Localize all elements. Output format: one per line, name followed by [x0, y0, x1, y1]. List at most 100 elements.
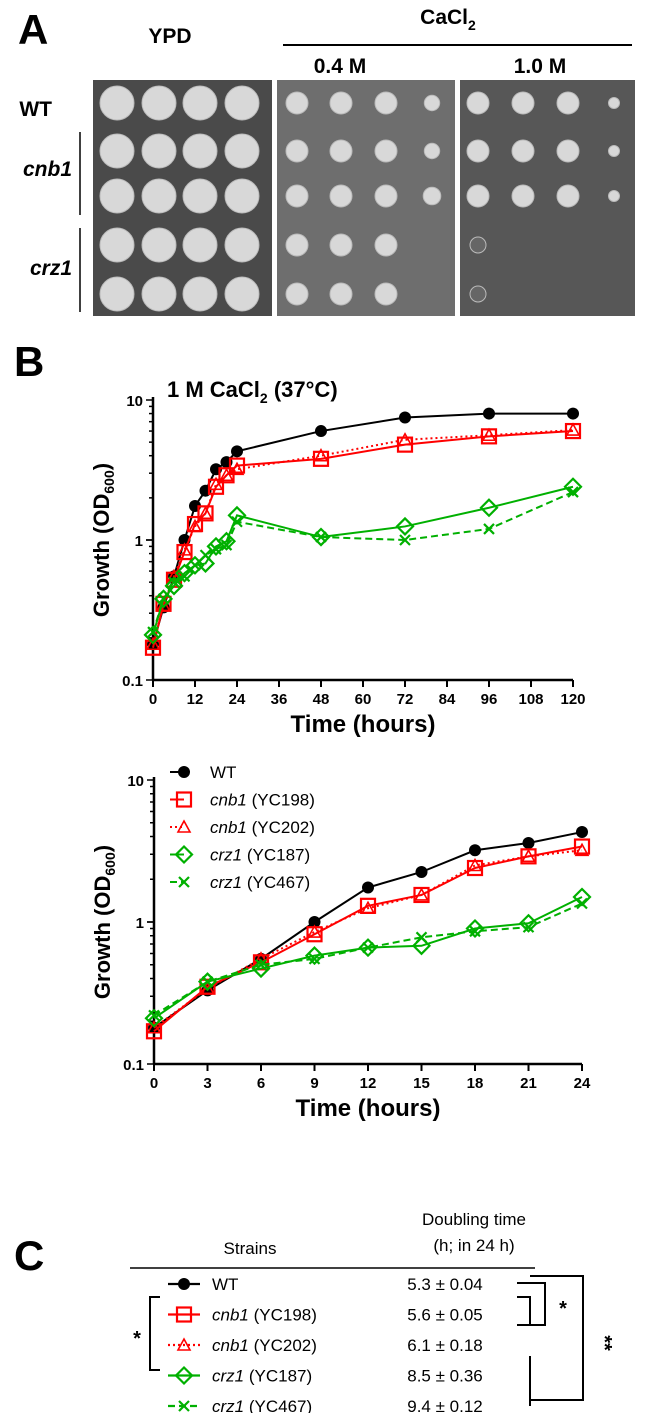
marker-circle: [469, 844, 481, 857]
marker-triangle: [565, 422, 581, 436]
growth-chart-120h: 0.1 1 10 0 12 24 36 48 60 72 84 96 108 120 Time (hours…: [89, 377, 586, 738]
series-3: [144, 887, 592, 1028]
marker-triangle: [145, 636, 161, 651]
colony-spot: [99, 276, 135, 312]
colony-spot: [466, 139, 490, 163]
colony-spot: [99, 133, 135, 169]
marker-diamond: [358, 938, 378, 958]
sig-right: **: [593, 1335, 615, 1351]
row-label-cnb1: cnb1: [23, 158, 72, 181]
marker-triangle: [481, 427, 497, 442]
marker-triangle: [467, 857, 483, 872]
marker-x: [576, 897, 588, 910]
ypd-label: YPD: [148, 25, 191, 48]
conc-low-label: 0.4 M: [314, 55, 367, 78]
marker-diamond: [563, 477, 583, 497]
marker-diamond: [395, 516, 415, 536]
colony-spot: [511, 139, 535, 163]
chart-title: 1 M CaCl2 (37°C): [167, 377, 338, 406]
marker-x: [308, 953, 321, 965]
marker-triangle: [198, 505, 213, 520]
x-tick-label: 84: [439, 691, 456, 708]
sig-mid: *: [559, 1298, 567, 1320]
row-label-wt: WT: [19, 98, 52, 121]
marker-x: [157, 593, 170, 605]
marker-x: [362, 941, 374, 954]
row-label-crz1: crz1: [30, 257, 72, 280]
table-strain: WT: [212, 1275, 238, 1294]
marker-x: [483, 523, 495, 535]
marker-diamond: [479, 498, 499, 518]
marker-diamond: [311, 527, 331, 547]
table-doubling-time: 5.6 ± 0.05: [407, 1306, 483, 1325]
table-strain: cnb1 (YC198): [212, 1306, 317, 1325]
spot-assay-plates: [93, 80, 635, 316]
y-tick-label: 1: [136, 915, 144, 932]
marker-square: [145, 1023, 163, 1040]
marker-square: [175, 791, 193, 808]
colony-spot: [374, 91, 398, 115]
x-tick-label: 12: [360, 1075, 377, 1092]
colony-spot: [556, 91, 580, 115]
colony-spot: [608, 97, 620, 109]
marker-square: [312, 450, 330, 467]
colony-spot: [141, 133, 177, 169]
series-line: [152, 485, 574, 636]
sig-left: *: [133, 1328, 141, 1350]
x-tick-label: 15: [413, 1075, 430, 1092]
colony-spot: [99, 85, 135, 121]
colony-spot: [141, 227, 177, 263]
colony-spot: [374, 139, 398, 163]
marker-x: [210, 543, 222, 555]
colony-spot: [329, 91, 353, 115]
colony-spot: [422, 186, 442, 206]
x-tick-label: 12: [187, 691, 204, 708]
colony-spot: [141, 178, 177, 214]
legend-label: cnb1 (YC198): [210, 791, 315, 810]
marker-circle: [415, 865, 428, 878]
panel-a-letter: A: [18, 6, 48, 53]
marker-x: [178, 570, 191, 583]
marker-square: [228, 457, 246, 474]
panel-c-letter: C: [14, 1232, 44, 1279]
legend-label: cnb1 (YC202): [210, 818, 315, 837]
colony-spot: [285, 233, 309, 257]
marker-triangle: [176, 819, 192, 833]
series-line: [152, 429, 574, 645]
marker-x: [255, 958, 267, 971]
marker-triangle: [219, 467, 234, 482]
marker-triangle: [313, 448, 329, 462]
table-doubling-time: 6.1 ± 0.18: [407, 1336, 483, 1355]
series-line: [153, 849, 583, 1029]
colony-spot: [556, 139, 580, 163]
x-tick-label: 24: [229, 691, 246, 708]
marker-x: [522, 921, 535, 933]
marker-diamond: [174, 1365, 194, 1386]
x-axis-title: Time (hours): [296, 1095, 441, 1122]
col-header-doubling-units: (h; in 24 h): [433, 1236, 514, 1255]
marker-diamond: [411, 936, 432, 956]
x-tick-label: 36: [271, 691, 288, 708]
marker-circle: [567, 407, 579, 420]
marker-diamond: [518, 913, 539, 933]
colony-spot: [224, 276, 260, 312]
y-tick-label: 10: [127, 773, 144, 790]
colony-spot: [469, 285, 487, 303]
marker-diamond: [465, 918, 485, 939]
series-line: [153, 902, 583, 1017]
series-4: [148, 897, 588, 1022]
series-1: [144, 422, 582, 656]
x-tick-label: 0: [150, 1075, 158, 1092]
colony-spot: [374, 282, 398, 306]
colony-spot: [608, 190, 620, 202]
x-tick-label: 120: [560, 691, 585, 708]
marker-diamond: [144, 1008, 164, 1028]
marker-triangle: [146, 1020, 162, 1034]
conc-high-label: 1.0 M: [514, 55, 567, 78]
colony-spot: [374, 233, 398, 257]
marker-circle: [178, 1278, 190, 1290]
y-axis-title: Growth (OD600): [89, 463, 117, 617]
marker-triangle: [176, 1337, 192, 1351]
sig-bracket-mid: [517, 1282, 546, 1326]
marker-triangle: [414, 887, 429, 901]
